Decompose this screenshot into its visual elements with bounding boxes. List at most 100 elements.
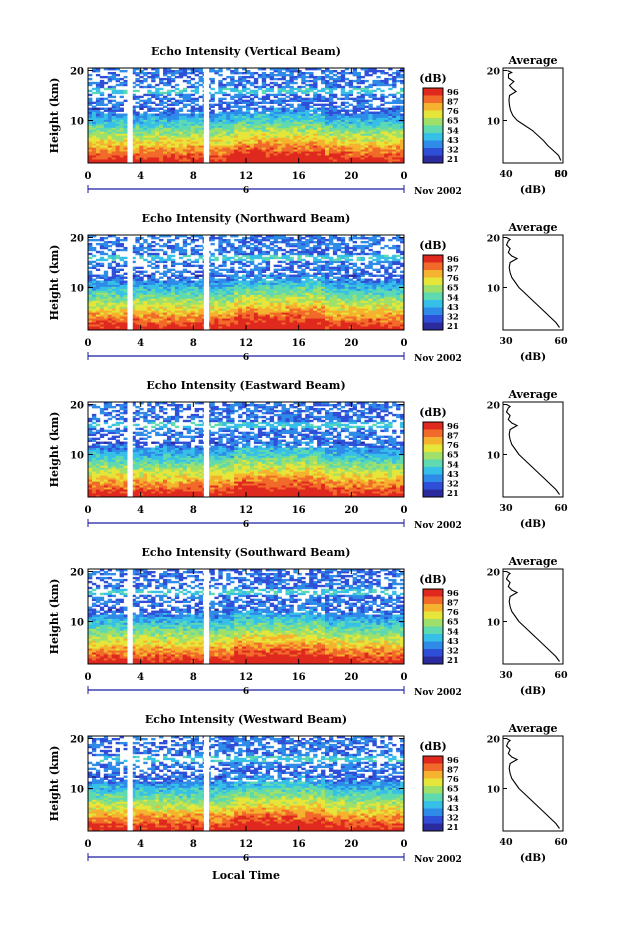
heatmap-cell — [261, 133, 267, 136]
heatmap-cell — [234, 93, 239, 97]
heatmap-cell — [170, 113, 176, 116]
heatmap-cell — [182, 125, 188, 128]
heatmap-cell — [155, 115, 160, 118]
heatmap-cell — [186, 95, 192, 99]
heatmap-cell — [273, 151, 278, 154]
heatmap-cell — [253, 143, 259, 146]
heatmap-cell — [91, 87, 97, 91]
heatmap-cell — [159, 113, 164, 116]
heatmap-cell — [281, 71, 286, 75]
heatmap-cell — [178, 127, 184, 130]
heatmap-cell — [103, 236, 109, 240]
heatmap-cell — [95, 113, 101, 116]
heatmap-cell — [91, 238, 97, 242]
heatmap-cell — [155, 151, 160, 154]
heatmap-cell — [261, 123, 267, 126]
heatmap-cell — [281, 101, 286, 105]
heatmap-cell — [325, 135, 330, 138]
heatmap-cell — [123, 119, 128, 122]
heatmap-cell — [119, 268, 124, 272]
heatmap-cell — [293, 115, 298, 118]
heatmap-cell — [103, 133, 109, 136]
heatmap-cell — [261, 105, 267, 108]
heatmap-cell — [277, 113, 282, 116]
heatmap-cell — [234, 147, 239, 150]
heatmap-cell — [257, 155, 263, 158]
heatmap-cell — [226, 161, 231, 164]
heatmap-cell — [103, 149, 109, 152]
heatmap-cell — [257, 97, 263, 101]
heatmap-cell — [257, 68, 263, 71]
heatmap-cell — [107, 137, 113, 140]
heatmap-cell — [115, 151, 120, 154]
heatmap-cell — [285, 123, 290, 126]
heatmap-cell — [155, 107, 160, 110]
heatmap-cell — [265, 145, 271, 148]
heatmap-cell — [305, 135, 310, 138]
heatmap-cell — [246, 141, 251, 144]
heatmap-cell — [147, 129, 152, 132]
heatmap-cell — [226, 157, 231, 160]
heatmap-cell — [95, 97, 101, 101]
heatmap-cell — [182, 89, 188, 93]
heatmap-cell — [281, 139, 286, 142]
heatmap-cell — [344, 77, 350, 81]
heatmap-cell — [155, 143, 160, 146]
heatmap-cell — [277, 119, 282, 122]
heatmap-cell — [186, 115, 192, 118]
heatmap-cell — [174, 137, 180, 140]
heatmap-cell — [234, 151, 239, 154]
heatmap-cell — [198, 252, 203, 256]
heatmap-cell — [265, 107, 271, 110]
heatmap-cell — [242, 83, 247, 87]
heatmap-cell — [95, 129, 101, 132]
heatmap-cell — [218, 111, 223, 114]
heatmap-cell — [182, 147, 188, 150]
heatmap-cell — [143, 79, 148, 83]
heatmap-cell — [178, 107, 184, 110]
heatmap-cell — [261, 236, 267, 240]
heatmap-cell — [139, 236, 144, 240]
heatmap-cell — [226, 238, 231, 242]
heatmap-cell — [99, 151, 105, 154]
heatmap-cell — [123, 89, 128, 93]
heatmap-cell — [198, 147, 203, 150]
heatmap-cell — [107, 119, 113, 122]
heatmap-cell — [317, 153, 322, 156]
heatmap-cell — [317, 117, 322, 120]
heatmap-cell — [261, 125, 267, 128]
heatmap-cell — [174, 101, 180, 105]
heatmap-cell — [285, 107, 290, 110]
heatmap-cell — [143, 270, 148, 274]
heatmap-cell — [135, 123, 140, 126]
heatmap-cell — [285, 89, 290, 93]
heatmap-cell — [261, 250, 267, 254]
heatmap-cell — [249, 149, 255, 152]
heatmap-cell — [163, 105, 168, 108]
heatmap-cell — [230, 149, 235, 152]
heatmap-cell — [261, 274, 267, 277]
heatmap-cell — [257, 147, 263, 150]
heatmap-cell — [88, 135, 93, 138]
heatmap-cell — [317, 145, 322, 148]
heatmap-cell — [273, 109, 278, 112]
heatmap-cell — [95, 139, 101, 142]
heatmap-cell — [182, 95, 188, 99]
heatmap-cell — [131, 123, 136, 126]
heatmap-cell — [238, 99, 243, 103]
heatmap-cell — [147, 121, 152, 124]
heatmap-cell — [167, 153, 172, 156]
heatmap-cell — [163, 68, 168, 71]
heatmap-cell — [210, 258, 215, 262]
heatmap-cell — [317, 159, 322, 162]
heatmap-cell — [281, 111, 286, 114]
heatmap-cell — [257, 157, 263, 160]
heatmap-cell — [198, 248, 203, 252]
heatmap-cell — [380, 93, 385, 97]
heatmap-cell — [313, 151, 318, 154]
heatmap-cell — [190, 127, 196, 130]
heatmap-cell — [182, 248, 188, 252]
heatmap-cell — [151, 149, 156, 152]
heatmap-cell — [170, 143, 176, 146]
heatmap-cell — [285, 113, 290, 116]
